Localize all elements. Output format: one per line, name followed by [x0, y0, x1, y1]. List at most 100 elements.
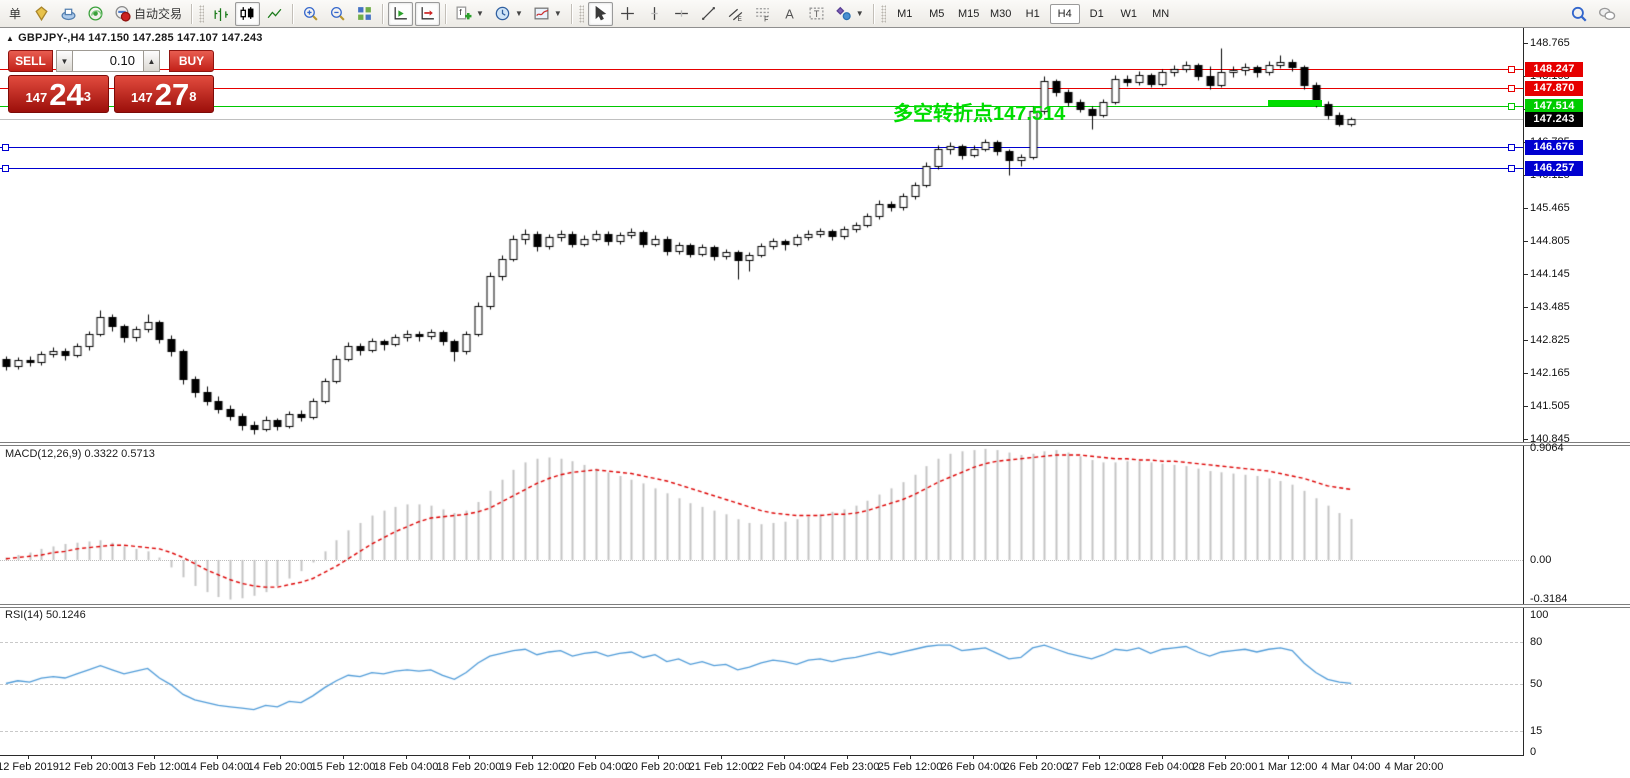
periods-button[interactable]: ▼ [490, 2, 527, 26]
broadcast-icon[interactable] [83, 2, 108, 26]
dropdown-caret-icon[interactable]: ▼ [553, 9, 562, 18]
price-axis-tick [1523, 43, 1528, 44]
dropdown-caret-icon[interactable]: ▼ [476, 9, 484, 18]
crosshair-button[interactable] [615, 2, 640, 26]
templates-button[interactable]: ▼ [529, 2, 566, 26]
tf-m30[interactable]: M30 [986, 4, 1016, 24]
line-handle[interactable] [1508, 165, 1515, 172]
tf-mn[interactable]: MN [1146, 4, 1176, 24]
volume-input[interactable]: 0.10 [73, 50, 143, 72]
price-axis-label: 144.805 [1530, 235, 1570, 247]
horizontal-line-button[interactable] [669, 2, 694, 26]
vertical-line-icon [646, 5, 663, 22]
tf-m5[interactable]: M5 [922, 4, 952, 24]
toolbar-item-label: H4 [1057, 7, 1072, 20]
line-handle[interactable] [1508, 103, 1515, 110]
tf-m1[interactable]: M1 [890, 4, 920, 24]
horizontal-line-icon [673, 5, 690, 22]
cursor-button[interactable] [587, 1, 613, 26]
trade-panel-row: SELL ▼ 0.10 ▲ BUY [8, 50, 214, 72]
toolbar-separator [872, 3, 874, 24]
chart-canvas[interactable] [0, 28, 1523, 756]
buy-price-box[interactable]: 147 27 8 [113, 75, 214, 113]
date-axis-label: 24 Feb 23:00 [814, 761, 880, 773]
green-segment-object[interactable] [1268, 100, 1322, 106]
toolbar-item-label: MN [1152, 7, 1170, 20]
date-axis-tick [532, 755, 533, 759]
price-axis-tick [1523, 439, 1528, 440]
toolbar-item-label: 自动交易 [134, 7, 183, 21]
auto-scroll-button[interactable] [388, 1, 414, 26]
sell-price-prefix: 147 [25, 90, 48, 105]
annotation-text[interactable]: 多空转折点147.514 [893, 103, 1066, 125]
svg-text:E: E [737, 16, 741, 22]
line-handle[interactable] [1508, 144, 1515, 151]
date-axis-label: 1 Mar 12:00 [1258, 761, 1318, 773]
chart-shift-button[interactable] [415, 1, 441, 26]
date-axis-tick [973, 755, 974, 759]
date-axis-label: 12 Feb 2019 [0, 761, 59, 773]
toolbar-grip[interactable] [578, 4, 584, 23]
autotrading-button[interactable]: 自动交易 [110, 2, 186, 26]
date-axis-tick [658, 755, 659, 759]
new-order-button[interactable]: 单 [3, 2, 27, 26]
toolbar-grip[interactable] [880, 4, 886, 23]
date-axis-tick [91, 755, 92, 759]
price-badge-146.676: 146.676 [1525, 140, 1583, 155]
date-axis-label: 19 Feb 12:00 [499, 761, 565, 773]
toolbar-grip[interactable] [199, 4, 205, 23]
sell-button[interactable]: SELL [8, 50, 53, 72]
channel-button[interactable]: E [723, 2, 748, 26]
periods-icon [494, 5, 511, 22]
diamond-icon[interactable] [29, 2, 54, 26]
text-label-button[interactable]: T [804, 2, 829, 26]
volume-up-button[interactable]: ▲ [143, 50, 160, 72]
line-chart-button[interactable] [262, 2, 287, 26]
dropdown-caret-icon[interactable]: ▼ [514, 9, 523, 18]
sell-price-box[interactable]: 147 24 3 [8, 75, 109, 113]
volume-down-button[interactable]: ▼ [56, 50, 73, 72]
price-axis-tick [1523, 208, 1528, 209]
line-handle[interactable] [1508, 85, 1515, 92]
tile-windows-button[interactable] [352, 2, 377, 26]
indicators-button[interactable]: f ▼ [451, 2, 488, 26]
tf-h1[interactable]: H1 [1018, 4, 1048, 24]
date-axis-label: 25 Feb 12:00 [877, 761, 943, 773]
zoom-in-button[interactable] [298, 2, 323, 26]
fibonacci-button[interactable]: F [750, 2, 775, 26]
shapes-button[interactable]: ▼ [831, 2, 868, 26]
bar-chart-button[interactable] [208, 2, 233, 26]
rsi-axis-label: 50 [1530, 678, 1543, 690]
buy-price-prefix: 147 [131, 90, 153, 105]
date-axis-tick [469, 755, 470, 759]
tf-h4[interactable]: H4 [1049, 3, 1080, 24]
candlestick-chart-icon [239, 5, 256, 22]
broadcast-icon-icon [87, 5, 104, 22]
price-axis-label: 145.465 [1530, 202, 1570, 214]
price-badge-148.247: 148.247 [1525, 62, 1583, 77]
chat-icon[interactable] [1598, 5, 1616, 23]
dropdown-caret-icon[interactable]: ▼ [855, 9, 864, 18]
trendline-button[interactable] [696, 2, 721, 26]
date-axis-label: 28 Feb 04:00 [1129, 761, 1195, 773]
date-axis-label: 13 Feb 12:00 [121, 761, 187, 773]
vertical-line-button[interactable] [642, 2, 667, 26]
cloud-icon[interactable] [56, 2, 81, 26]
tf-m15[interactable]: M15 [954, 4, 984, 24]
buy-button[interactable]: BUY [169, 50, 214, 72]
text-button[interactable]: A [777, 2, 802, 26]
pane-separator-macd[interactable] [0, 442, 1630, 446]
zoom-out-button[interactable] [325, 2, 350, 26]
rsi-axis-label: 15 [1530, 725, 1543, 737]
chart-title: ▲ GBPJPY-,H4 147.150 147.285 147.107 147.… [6, 32, 263, 44]
tf-d1[interactable]: D1 [1082, 4, 1112, 24]
price-axis-label: 142.825 [1530, 334, 1570, 346]
line-handle[interactable] [2, 165, 9, 172]
line-handle[interactable] [1508, 66, 1515, 73]
search-icon[interactable] [1570, 5, 1588, 23]
line-handle[interactable] [2, 144, 9, 151]
date-axis-label: 20 Feb 04:00 [562, 761, 628, 773]
pane-separator-rsi[interactable] [0, 604, 1630, 608]
tf-w1[interactable]: W1 [1114, 4, 1144, 24]
candlestick-chart-button[interactable] [235, 1, 261, 26]
